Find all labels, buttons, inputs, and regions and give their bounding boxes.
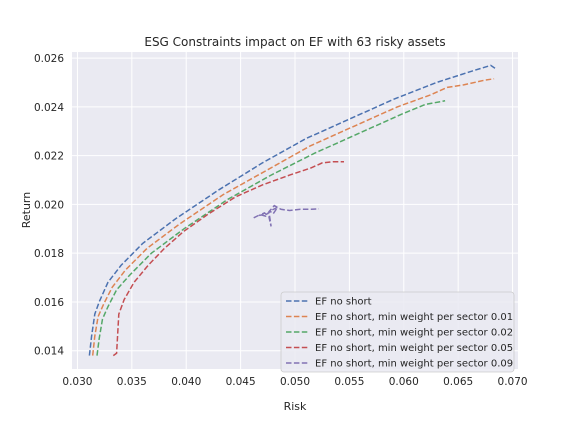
- y-tick-label: 0.024: [34, 102, 64, 114]
- legend-entry-label: EF no short, min weight per sector 0.09: [315, 359, 513, 370]
- legend-entry-label: EF no short, min weight per sector 0.05: [315, 343, 513, 354]
- x-tick-label: 0.055: [334, 376, 364, 388]
- y-tick-label: 0.018: [34, 248, 64, 260]
- series-line-5: [253, 204, 319, 227]
- legend: EF no short EF no short, min weight per s…: [280, 291, 515, 373]
- x-tick-label: 0.045: [226, 376, 256, 388]
- y-axis-label: Return: [20, 192, 33, 229]
- x-tick-label: 0.060: [389, 376, 419, 388]
- y-tick-label: 0.022: [34, 151, 64, 163]
- chart-title: ESG Constraints impact on EF with 63 ris…: [144, 35, 445, 49]
- legend-entry-label: EF no short: [315, 297, 372, 308]
- x-axis-label: Risk: [284, 400, 307, 413]
- x-tick-label: 0.050: [280, 376, 310, 388]
- series-line-3: [96, 100, 446, 356]
- y-tick-label: 0.016: [34, 297, 64, 309]
- legend-entry-label: EF no short, min weight per sector 0.02: [315, 328, 513, 339]
- series-line-4: [112, 160, 344, 357]
- y-tick-labels: 0.014 0.016 0.018 0.020 0.022 0.024 0.026: [34, 53, 64, 358]
- y-tick-label: 0.014: [34, 346, 64, 358]
- series-line-1: [88, 64, 497, 356]
- x-tick-labels: 0.030 0.035 0.040 0.045 0.050 0.055 0.060 0.065…: [62, 376, 527, 388]
- y-tick-label: 0.020: [34, 199, 64, 211]
- x-tick-label: 0.070: [498, 376, 528, 388]
- x-tick-label: 0.035: [117, 376, 147, 388]
- y-tick-label: 0.026: [34, 53, 64, 65]
- series-line-2: [91, 78, 495, 356]
- x-tick-label: 0.065: [443, 376, 473, 388]
- x-tick-label: 0.040: [171, 376, 201, 388]
- legend-box: [280, 291, 515, 373]
- series-lines: [88, 64, 497, 357]
- legend-entry-label: EF no short, min weight per sector 0.01: [315, 312, 513, 323]
- x-tick-label: 0.030: [62, 376, 92, 388]
